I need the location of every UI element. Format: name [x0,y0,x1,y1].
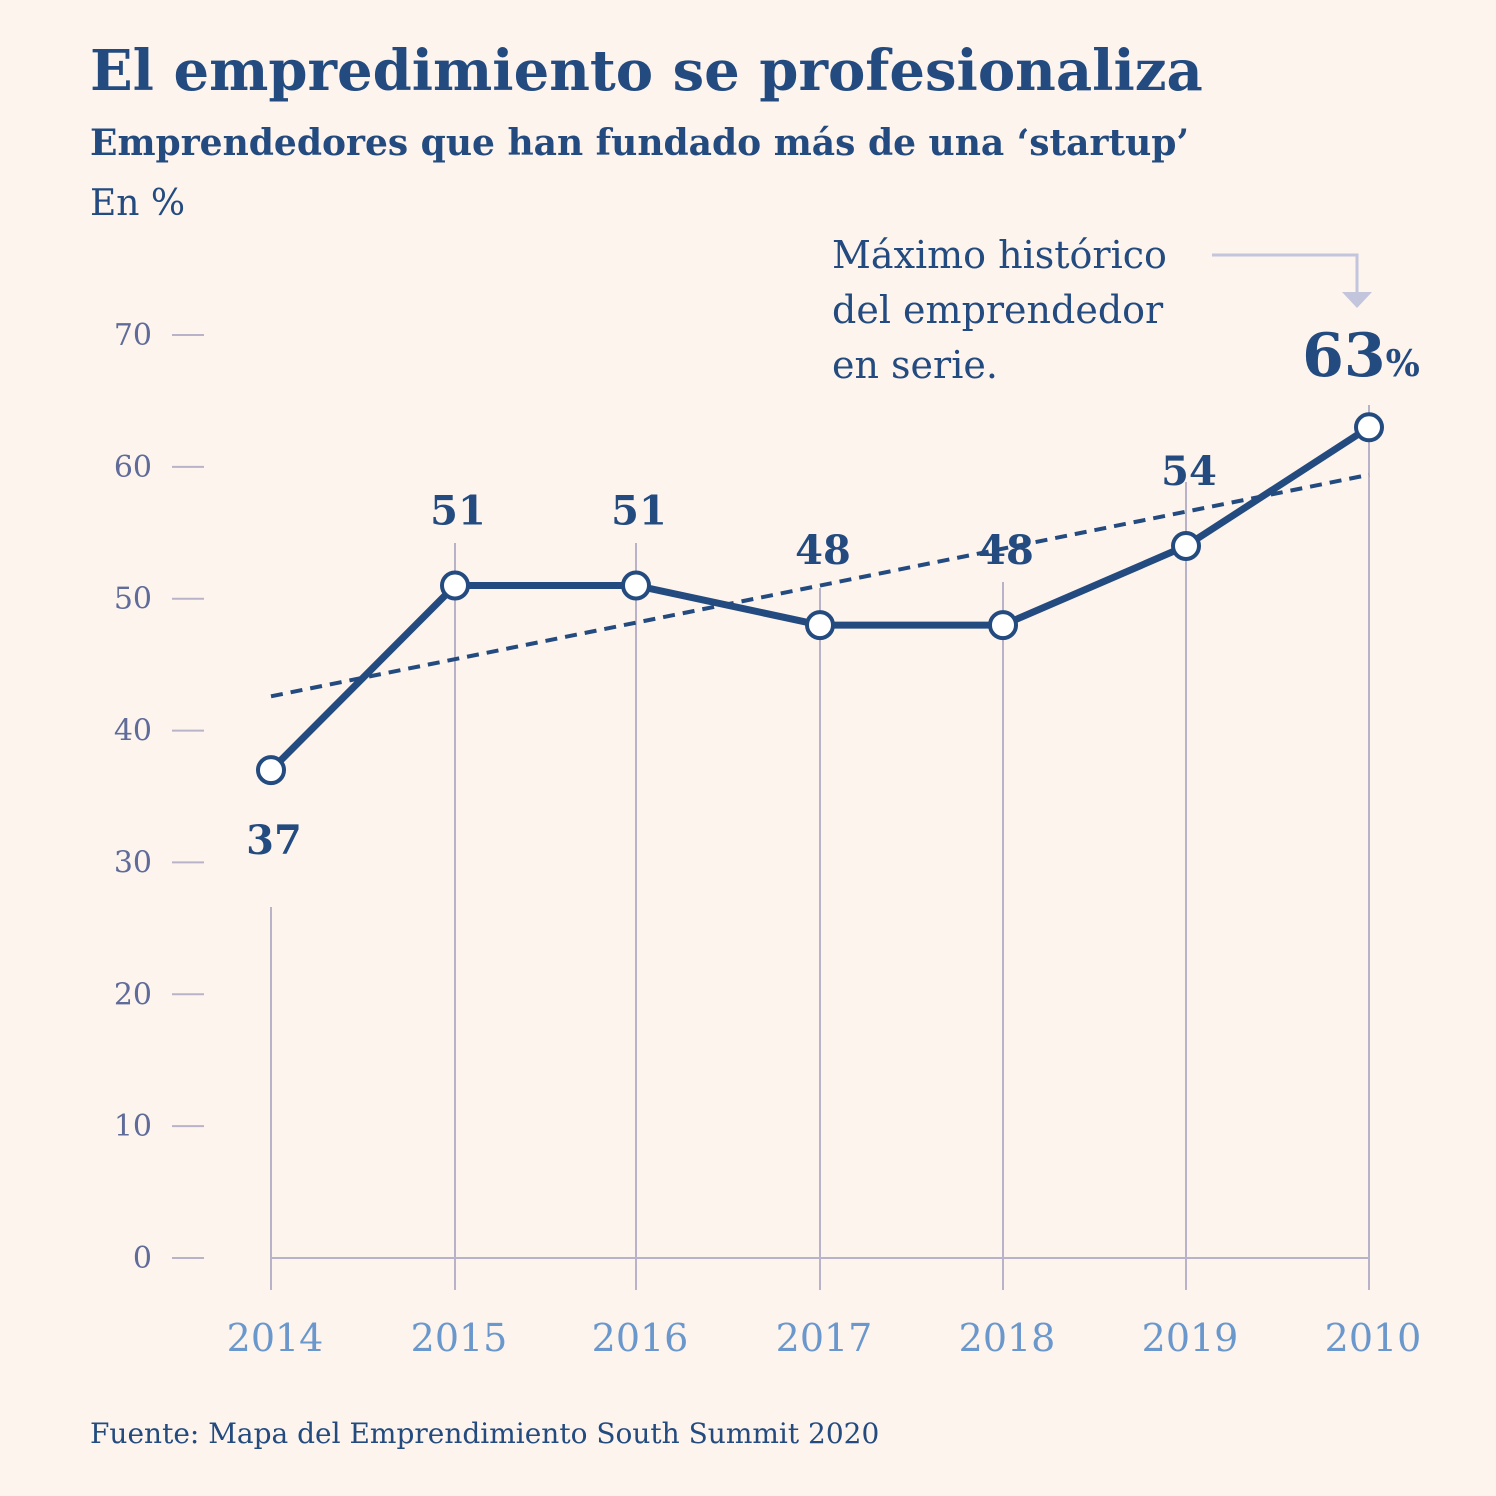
gridlines [270,405,1370,1290]
annotation-line-1: Máximo histórico [832,233,1167,277]
x-tick-label: 2019 [1142,1316,1239,1360]
data-label: 37 [246,817,302,864]
source-note: Fuente: Mapa del Emprendimiento South Su… [90,1417,879,1450]
annotation-line-2: del emprendedor [832,288,1164,332]
x-tick-label: 2015 [411,1316,508,1360]
trendline [270,472,1370,699]
y-tick-label: 50 [114,582,152,617]
y-tick-label: 30 [114,845,152,880]
trendline-group [270,472,1370,699]
x-tick-label: 2017 [776,1316,873,1360]
data-labels: 37 51 51 48 48 54 63% [246,321,1420,864]
x-tick-label: 2018 [959,1316,1056,1360]
y-tick-label: 10 [114,1109,152,1144]
y-tick-label: 0 [133,1241,152,1276]
y-tick-label: 20 [114,977,152,1012]
data-label: 48 [978,527,1034,574]
y-axis-unit: En % [90,183,185,224]
data-point [440,570,470,601]
chart-subtitle: Emprendedores que han fundado más de una… [90,122,1189,164]
chart-title: El empredimiento se profesionaliza [90,38,1203,104]
data-label: 48 [795,527,851,574]
series-group [256,412,1384,786]
x-tick-label: 2016 [592,1316,689,1360]
x-tick-label: 2010 [1325,1316,1422,1360]
data-label-highlight: 63% [1302,321,1420,391]
y-tick-label: 70 [114,318,152,353]
data-label: 51 [430,488,486,535]
data-label: 51 [611,488,667,535]
data-point [805,610,835,641]
annotation-line-3: en serie. [832,343,998,387]
data-point [256,755,286,786]
highlight-value: 63 [1302,321,1386,391]
x-axis: 2014 2015 2016 2017 2018 2019 2010 [227,1257,1422,1360]
annotation-connector [1212,253,1359,292]
y-tick-label: 40 [114,714,152,749]
y-tick-label: 60 [114,450,152,485]
data-point [1171,530,1201,561]
y-axis: 0 10 20 30 40 50 60 70 [114,318,204,1276]
data-point [988,610,1018,641]
annotation: Máximo histórico del emprendedor en seri… [832,233,1372,387]
highlight-unit: % [1386,343,1420,385]
x-tick-label: 2014 [227,1316,324,1360]
data-point [621,570,651,601]
data-point [1354,412,1384,443]
annotation-arrow-icon [1342,292,1372,308]
data-label: 54 [1161,448,1217,495]
